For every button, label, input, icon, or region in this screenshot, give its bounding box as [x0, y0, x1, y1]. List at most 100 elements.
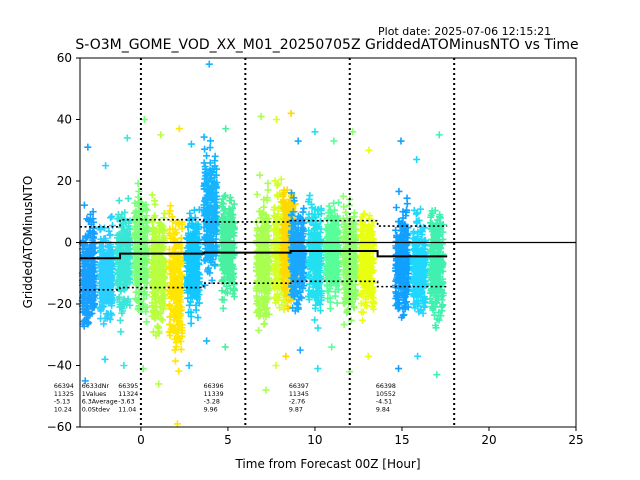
- scatter-point: [206, 159, 214, 167]
- scatter-point: [142, 222, 150, 230]
- scatter-point: [171, 357, 179, 365]
- scatter-point: [212, 209, 220, 217]
- scatter-point: [347, 316, 355, 324]
- scatter-point: [282, 352, 290, 360]
- scatter-point: [89, 208, 97, 216]
- scatter-point: [142, 308, 150, 316]
- scatter-point: [205, 264, 213, 272]
- scatter-point: [186, 273, 194, 281]
- scatter-point: [118, 220, 126, 228]
- scatter-point: [117, 213, 125, 221]
- scatter-point: [125, 278, 133, 286]
- scatter-point: [115, 197, 123, 205]
- scatter-point: [158, 316, 166, 324]
- scatter-point: [122, 228, 130, 236]
- scatter-point: [161, 273, 169, 281]
- scatter-point: [260, 320, 268, 328]
- scatter-point: [340, 321, 348, 329]
- scatter-point: [150, 235, 158, 243]
- scatter-point: [174, 294, 182, 302]
- scatter-point: [218, 296, 226, 304]
- scatter-point: [96, 270, 104, 278]
- scatter-point: [264, 179, 272, 187]
- scatter-point: [203, 234, 211, 242]
- scatter-point: [157, 131, 165, 139]
- scatter-point: [262, 386, 270, 394]
- scatter-point: [187, 267, 195, 275]
- scatter-point: [142, 212, 150, 220]
- scatter-point: [107, 214, 115, 222]
- scatter-point: [311, 316, 319, 324]
- scatter-point: [155, 327, 163, 335]
- scatter-point: [392, 203, 400, 211]
- scatter-point: [125, 234, 133, 242]
- scatter-point: [221, 343, 229, 351]
- scatter-point: [84, 143, 92, 151]
- scatter-point: [350, 209, 358, 217]
- scatter-point: [140, 116, 148, 123]
- scatter-point: [185, 301, 193, 309]
- scatter-point: [96, 244, 104, 252]
- scatter-point: [195, 206, 203, 214]
- scatter-point: [108, 299, 116, 307]
- scatter-point: [142, 259, 150, 267]
- scatter-point: [187, 319, 195, 327]
- scatter-point: [151, 200, 159, 208]
- scatter-point: [82, 278, 90, 286]
- scatter-point: [195, 236, 203, 244]
- scatter-point: [115, 262, 123, 270]
- scatter-point: [103, 291, 111, 299]
- scatter-point: [131, 269, 139, 277]
- scatter-point: [403, 194, 411, 202]
- scatter-point: [106, 315, 114, 323]
- scatter-point: [264, 186, 272, 194]
- scatter-point: [97, 235, 105, 243]
- scatter-point: [189, 282, 197, 290]
- scatter-point: [187, 289, 195, 297]
- scatter-point: [133, 255, 141, 263]
- scatter-point: [201, 145, 209, 153]
- scatter-point: [205, 209, 213, 217]
- scatter-point: [81, 377, 89, 385]
- scatter-point: [117, 303, 125, 311]
- scatter-point: [125, 271, 133, 279]
- scatter-point: [192, 230, 200, 238]
- scatter-point: [83, 312, 91, 320]
- scatter-point: [114, 278, 122, 286]
- scatter-point: [166, 332, 174, 340]
- scatter-point: [106, 282, 114, 290]
- scatter-point: [339, 192, 347, 200]
- scatter-point: [176, 321, 184, 329]
- scatter-point: [89, 304, 97, 312]
- scatter-point: [148, 256, 156, 264]
- scatter-point: [151, 212, 159, 220]
- scatter-point: [135, 187, 143, 195]
- scatter-point: [165, 245, 173, 253]
- scatter-point: [96, 226, 104, 234]
- scatter-point: [207, 191, 215, 199]
- scatter-point: [100, 250, 108, 258]
- scatter-point: [203, 185, 211, 193]
- scatter-point: [212, 188, 220, 196]
- scatter-point: [166, 313, 174, 321]
- scatter-point: [175, 125, 183, 133]
- scatter-point: [328, 343, 336, 351]
- scatter-point: [173, 278, 181, 286]
- scatter-cluster: [183, 140, 203, 369]
- scatter-point: [79, 308, 87, 316]
- scatter-point: [122, 219, 130, 227]
- scatter-point: [158, 282, 166, 290]
- chart-title: S-O3M_GOME_VOD_XX_M01_20250705Z GriddedA…: [75, 37, 578, 53]
- scatter-point: [186, 298, 194, 306]
- scatter-point: [211, 203, 219, 211]
- scatter-point: [188, 254, 196, 262]
- scatter-point: [176, 242, 184, 250]
- scatter-point: [133, 296, 141, 304]
- scatter-point: [105, 227, 113, 235]
- scatter-point: [287, 109, 295, 117]
- scatter-point: [395, 365, 403, 373]
- scatter-point: [148, 218, 156, 226]
- scatter-point: [157, 309, 165, 317]
- scatter-point: [203, 227, 211, 235]
- scatter-point: [272, 362, 280, 369]
